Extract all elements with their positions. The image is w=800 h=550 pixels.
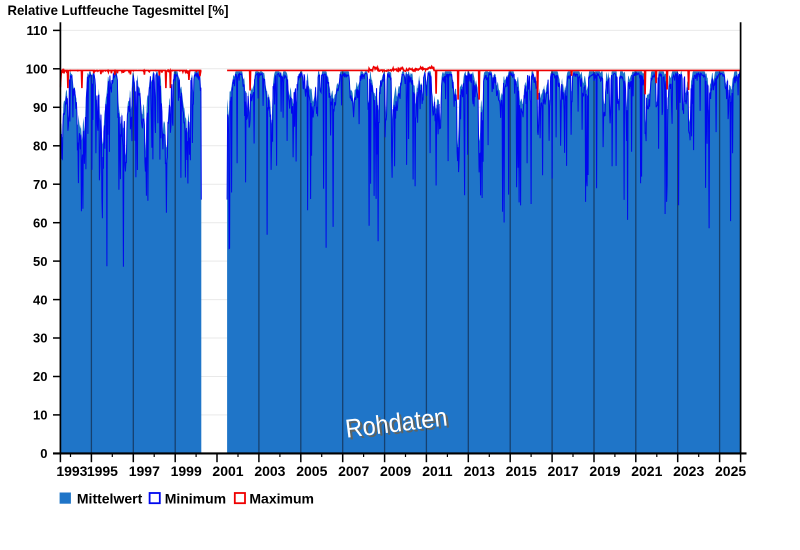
svg-text:2015: 2015 [506, 463, 537, 479]
svg-text:1993: 1993 [56, 463, 87, 479]
svg-text:2011: 2011 [422, 463, 453, 479]
svg-text:Relative Luftfeuche Tagesmitte: Relative Luftfeuche Tagesmittel [%] [8, 2, 229, 18]
svg-text:40: 40 [33, 292, 47, 307]
svg-text:2007: 2007 [338, 463, 369, 479]
svg-text:Mittelwert: Mittelwert [77, 490, 143, 506]
svg-text:2025: 2025 [715, 463, 746, 479]
svg-text:20: 20 [33, 369, 47, 384]
svg-text:60: 60 [33, 215, 47, 230]
svg-text:2013: 2013 [464, 463, 495, 479]
svg-text:10: 10 [33, 408, 47, 423]
svg-text:1997: 1997 [129, 463, 160, 479]
svg-text:2001: 2001 [212, 463, 243, 479]
svg-text:2009: 2009 [380, 463, 411, 479]
svg-text:100: 100 [26, 62, 48, 77]
svg-text:30: 30 [33, 331, 47, 346]
svg-text:0: 0 [40, 446, 47, 461]
svg-text:110: 110 [27, 23, 48, 38]
svg-text:70: 70 [33, 177, 47, 192]
svg-text:50: 50 [33, 254, 47, 269]
svg-text:2019: 2019 [589, 463, 620, 479]
svg-text:Minimum: Minimum [165, 490, 226, 506]
svg-text:1999: 1999 [171, 463, 202, 479]
svg-text:2023: 2023 [673, 463, 704, 479]
svg-text:Maximum: Maximum [249, 490, 314, 506]
svg-text:2003: 2003 [254, 463, 285, 479]
svg-text:80: 80 [33, 139, 47, 154]
svg-text:1995: 1995 [87, 463, 118, 479]
svg-text:90: 90 [33, 100, 47, 115]
svg-text:2021: 2021 [631, 463, 662, 479]
svg-text:2017: 2017 [548, 463, 579, 479]
svg-text:2005: 2005 [296, 463, 327, 479]
